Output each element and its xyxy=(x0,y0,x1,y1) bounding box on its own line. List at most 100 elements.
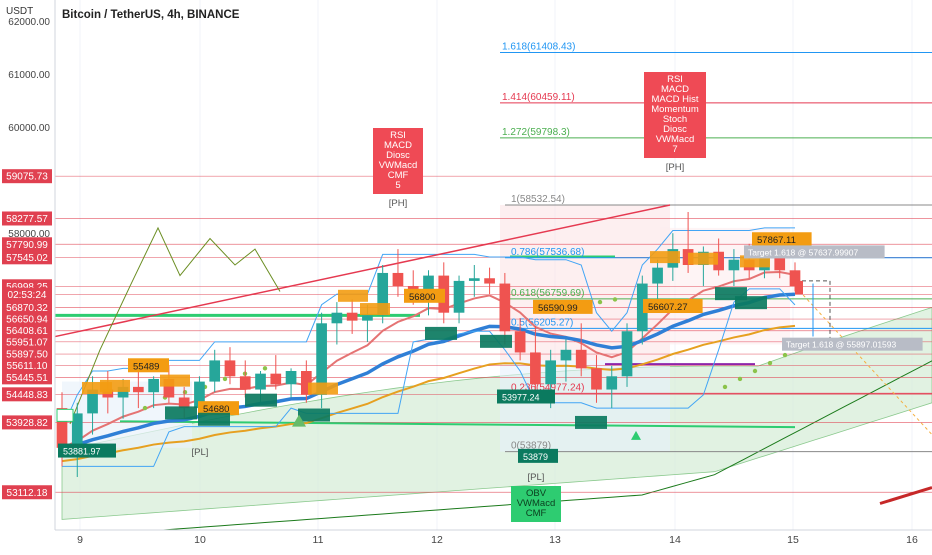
price-tag-box xyxy=(2,250,52,265)
candle-body xyxy=(560,349,572,361)
price-tag-box xyxy=(2,334,52,349)
candle-body xyxy=(239,376,251,390)
candle-body xyxy=(270,373,282,385)
candle-body xyxy=(117,386,129,398)
support-line xyxy=(119,420,796,429)
price-tag-label: 56408.61 xyxy=(6,326,48,337)
price-axis: 62000.00 61000.00 60000.00 58000.00 59075.73… xyxy=(0,0,56,550)
fib-levels: 1.618(61408.43) 1.414(60459.11) 1.272(5979… xyxy=(500,42,932,453)
psar-dot xyxy=(597,299,603,305)
signal-teal-box xyxy=(518,448,558,463)
oscillator-line xyxy=(69,226,281,425)
price-tag-label: 53112.18 xyxy=(7,488,48,499)
candle-body xyxy=(194,381,205,409)
price-tag-label: 59075.73 xyxy=(6,172,48,183)
target-box xyxy=(782,337,923,351)
candle-body xyxy=(789,270,801,287)
signal-teal-box xyxy=(58,443,116,458)
callout-line: 5 xyxy=(395,180,400,191)
callout-line: Momentum xyxy=(651,104,699,115)
price-tag-label: 55611.10 xyxy=(7,361,48,372)
callout-line: OBV xyxy=(526,488,547,499)
price-tag-label: 55445.51 xyxy=(6,373,48,384)
time-axis-background xyxy=(55,530,932,550)
signal-orange-label: 55489 xyxy=(133,361,159,372)
price-tag-label: 56870.32 xyxy=(6,303,48,314)
candle-body xyxy=(178,397,190,409)
candle-body xyxy=(331,312,343,324)
callout-line: RSI xyxy=(667,74,683,85)
candle-body xyxy=(300,371,312,395)
signal-orange-marker xyxy=(650,251,680,264)
candle-body xyxy=(575,349,587,369)
price-tag-box xyxy=(2,237,52,252)
price-tag-box xyxy=(2,323,52,338)
candle-body xyxy=(621,331,633,377)
signal-orange-box xyxy=(198,401,239,416)
callout-line: VWMacd xyxy=(517,498,556,509)
fib-zone-blue xyxy=(500,360,670,452)
signal-teal-marker xyxy=(165,406,197,420)
candle-body xyxy=(377,272,389,316)
fib-label: 0(53879) xyxy=(511,441,551,452)
candle-body xyxy=(514,331,526,353)
lagging-span xyxy=(61,360,932,538)
callout-line: Stoch xyxy=(663,114,687,125)
price-tag-box xyxy=(2,347,52,362)
psar-dot xyxy=(782,352,788,358)
signal-teal-box xyxy=(497,389,555,404)
signal-teal-label: 53879 xyxy=(523,452,548,462)
candle-body xyxy=(484,278,495,284)
price-tag-box xyxy=(2,387,52,402)
projection-line xyxy=(794,285,932,435)
candle-body xyxy=(133,386,144,393)
signal-orange-marker xyxy=(100,379,130,392)
psar-dot xyxy=(222,376,228,382)
target-box xyxy=(744,245,885,259)
candle-body xyxy=(285,371,297,385)
candle-body xyxy=(606,376,618,390)
price-tag-label: 56998.25 xyxy=(6,282,48,293)
x-tick-label: 12 xyxy=(431,534,443,546)
signal-orange-box xyxy=(128,358,169,373)
fib-label: 1(58532.54) xyxy=(511,194,565,205)
price-tag-label: 58277.57 xyxy=(6,214,48,225)
pivot-tag: [PH] xyxy=(389,198,407,209)
signal-orange-marker xyxy=(338,289,368,302)
fib-label: 1.414(60459.11) xyxy=(502,92,575,103)
candle-body xyxy=(392,272,404,287)
y-tick-label: 58000.00 xyxy=(8,229,50,240)
fib-label: 0.786(57536.68) xyxy=(511,247,584,258)
pivot-tag: [PL] xyxy=(528,472,545,483)
signal-orange-box xyxy=(404,288,445,303)
signal-orange-marker xyxy=(688,252,718,265)
buy-triangle xyxy=(292,414,306,427)
candle-body xyxy=(148,378,159,393)
signal-orange-label: 57867.11 xyxy=(757,235,796,246)
candle-body xyxy=(316,323,327,395)
callout-line: Diosc xyxy=(663,124,687,135)
price-tag-label: 56650.94 xyxy=(6,315,48,326)
price-tag-label: 57790.99 xyxy=(6,240,48,251)
candle-body xyxy=(728,259,740,271)
x-tick-label: 10 xyxy=(194,534,206,546)
candle-body xyxy=(209,360,221,382)
signal-labels: 55489 54680 56800 56590.99 56607.27 57867.11 5… xyxy=(56,232,812,463)
y-tick-label: 61000.00 xyxy=(8,70,50,81)
live-candle xyxy=(795,280,803,295)
callout-line: MACD Hist xyxy=(652,94,699,105)
buy-triangle xyxy=(631,430,641,440)
ema-blue-line xyxy=(61,292,796,450)
x-tick-label: 16 xyxy=(906,534,918,546)
candle-body xyxy=(453,280,465,313)
signal-teal-marker xyxy=(425,326,457,340)
psar-dot xyxy=(722,384,728,390)
price-tag-label: 55897.50 xyxy=(6,350,48,361)
signal-teal-marker xyxy=(575,415,607,429)
signal-teal-marker xyxy=(735,296,767,310)
callout-line: RSI xyxy=(390,130,406,141)
price-tag-box xyxy=(2,287,52,302)
candle-body xyxy=(423,275,434,295)
